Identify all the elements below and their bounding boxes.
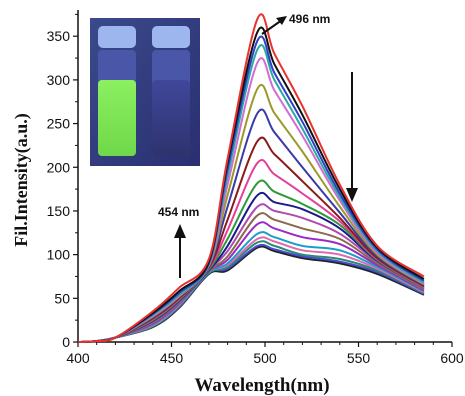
- annotation-496nm: 496 nm: [289, 12, 330, 26]
- x-tick-label: 400: [66, 350, 90, 366]
- arrow-down: [346, 72, 358, 202]
- series-line-0: [77, 13, 425, 343]
- y-tick-label: 100: [47, 247, 71, 263]
- series-line-11: [77, 203, 425, 343]
- y-tick-label: 300: [47, 72, 71, 88]
- annotation-454nm: 454 nm: [158, 205, 199, 219]
- annotation-layer: 496 nm 454 nm: [158, 12, 358, 278]
- y-tick-label: 0: [62, 334, 70, 350]
- inset-photo: [90, 18, 200, 166]
- vial-right-cap: [152, 26, 190, 48]
- x-tick-label: 600: [440, 350, 464, 366]
- vial-right-liquid: [152, 80, 190, 156]
- vial-left-cap: [98, 26, 136, 48]
- arrow-496: [261, 16, 287, 35]
- y-tick-label: 150: [47, 203, 71, 219]
- tick-layer: 400 450 500 550 600 0 50 100 150 200 250 300 350: [47, 13, 464, 366]
- x-axis-title: Wavelength(nm): [194, 375, 329, 396]
- y-tick-label: 200: [47, 159, 71, 175]
- series-line-12: [77, 212, 425, 343]
- y-tick-label: 50: [54, 290, 70, 306]
- vial-left-liquid: [98, 80, 136, 156]
- arrow-454: [174, 224, 186, 278]
- x-tick-label: 500: [253, 350, 277, 366]
- y-tick-label: 250: [47, 116, 71, 132]
- x-tick-label: 450: [160, 350, 184, 366]
- y-axis-title: Fil.Intensity(a.u.): [11, 113, 32, 247]
- x-tick-label: 550: [347, 350, 371, 366]
- series-layer: [77, 13, 425, 343]
- y-tick-label: 350: [47, 28, 71, 44]
